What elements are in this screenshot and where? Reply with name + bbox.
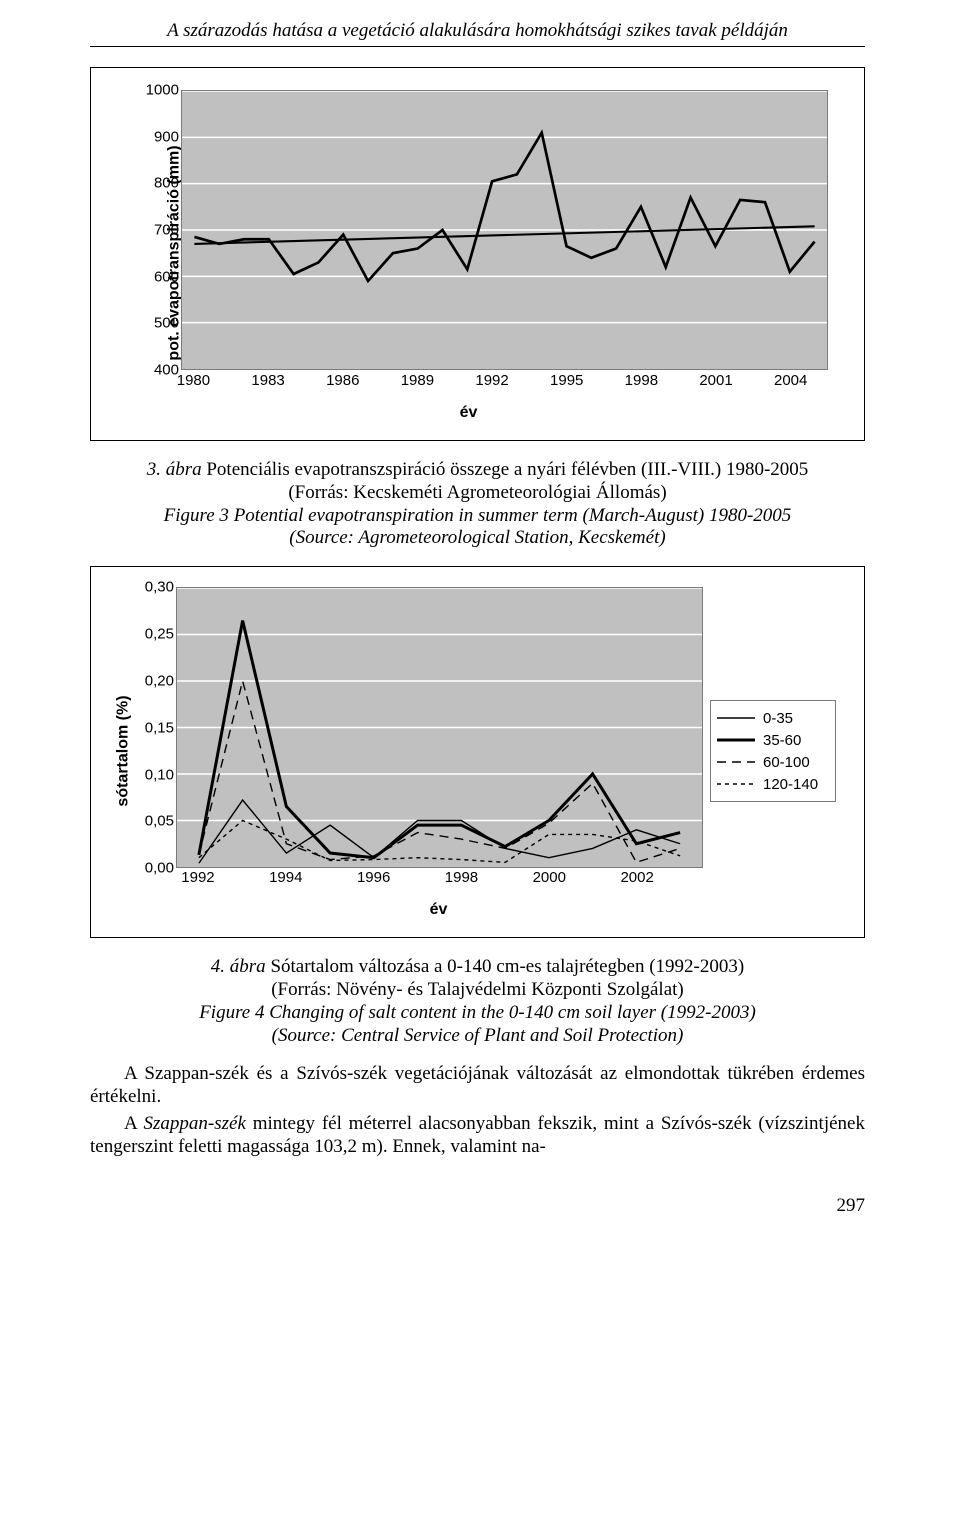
legend-row: 35-60 <box>717 729 829 751</box>
chart1-xtick: 2001 <box>699 372 732 389</box>
chart2-xtick: 1998 <box>445 869 478 886</box>
chart2-ytick: 0,20 <box>136 672 174 689</box>
body-paragraph-2: A Szappan-szék mintegy fél méterrel alac… <box>90 1113 865 1159</box>
chart1-ytick: 500 <box>141 315 179 332</box>
body-paragraph-1: A Szappan-szék és a Szívós-szék vegetáci… <box>90 1063 865 1109</box>
figure4-title-hu: Sótartalom változása a 0-140 cm-es talaj… <box>266 956 745 977</box>
legend-label: 0-35 <box>763 710 793 727</box>
figure3-title-hu: Potenciális evapotranszspiráció összege … <box>202 459 809 480</box>
chart1-ytick: 700 <box>141 222 179 239</box>
chart1-ytick: 1000 <box>141 82 179 99</box>
chart2-ytick: 0,00 <box>136 860 174 877</box>
figure3-source-en: (Source: Agrometeorological Station, Kec… <box>289 527 665 548</box>
chart1-ytick: 800 <box>141 175 179 192</box>
chart1-xtick: 1998 <box>625 372 658 389</box>
chart1-ytick: 900 <box>141 128 179 145</box>
chart2-yticks: 0,000,050,100,150,200,250,30 <box>136 587 174 868</box>
chart2-xtick: 1994 <box>269 869 302 886</box>
figure3-label: 3. ábra <box>147 459 202 480</box>
chart1-caption: 3. ábra Potenciális evapotranszspiráció … <box>90 459 865 550</box>
chart2-ytick: 0,30 <box>136 579 174 596</box>
chart1-ytick: 600 <box>141 268 179 285</box>
figure3-source-hu: (Forrás: Kecskeméti Agrometeorológiai Ál… <box>288 482 666 503</box>
chart1: pot. evapotranspiráció (mm) 400500600700… <box>101 78 836 428</box>
figure4-label-en: Figure 4 <box>199 1002 264 1023</box>
chart2-xlabel: év <box>430 901 448 919</box>
chart2-ylabel: sótartalom (%) <box>115 696 133 807</box>
chart1-xtick: 1995 <box>550 372 583 389</box>
chart2-ytick: 0,10 <box>136 766 174 783</box>
running-header: A szárazodás hatása a vegetáció alakulás… <box>90 20 865 42</box>
page-number: 297 <box>90 1195 865 1217</box>
chart1-xtick: 2004 <box>774 372 807 389</box>
chart1-xtick: 1989 <box>401 372 434 389</box>
chart1-ytick: 400 <box>141 362 179 379</box>
chart2-xtick: 1996 <box>357 869 390 886</box>
body-p2-a: A <box>124 1113 144 1134</box>
chart2-xticks: 1992 1994 1996 1998 2000 2002 <box>176 869 703 889</box>
chart1-xtick: 1980 <box>177 372 210 389</box>
chart2-ytick: 0,05 <box>136 813 174 830</box>
header-rule <box>90 46 865 47</box>
chart1-xtick: 1986 <box>326 372 359 389</box>
chart1-xlabel: év <box>460 404 478 422</box>
chart2-xtick: 1992 <box>181 869 214 886</box>
chart1-yticks: 4005006007008009001000 <box>141 90 179 370</box>
chart2-frame: sótartalom (%) 0,00 0,05 0,10 0,15 0,20 0,25 0… <box>90 566 865 938</box>
chart2-xtick: 2000 <box>533 869 566 886</box>
chart2-ytick: 0,15 <box>136 719 174 736</box>
figure4-label: 4. ábra <box>211 956 266 977</box>
chart2-legend: 0-35 35-60 60-100 120-140 <box>710 700 836 802</box>
legend-label: 60-100 <box>763 754 810 771</box>
legend-label: 120-140 <box>763 776 818 793</box>
legend-label: 35-60 <box>763 732 801 749</box>
chart1-xtick: 1992 <box>475 372 508 389</box>
body-p2-italic: Szappan-szék <box>144 1113 246 1134</box>
legend-row: 60-100 <box>717 751 829 773</box>
legend-row: 120-140 <box>717 773 829 795</box>
chart2-xtick: 2002 <box>620 869 653 886</box>
chart1-plot-area <box>181 90 828 370</box>
body-p1-text: A Szappan-szék és a Szívós-szék vegetáci… <box>90 1063 865 1107</box>
chart1-xticks: 198019831986198919921995199820012004 <box>181 372 828 392</box>
chart2-caption: 4. ábra Sótartalom változása a 0-140 cm-… <box>90 956 865 1047</box>
figure4-title-en: Changing of salt content in the 0-140 cm… <box>264 1002 755 1023</box>
chart2: sótartalom (%) 0,00 0,05 0,10 0,15 0,20 0,25 0… <box>101 577 836 925</box>
figure4-source-hu: (Forrás: Növény- és Talajvédelmi Központ… <box>271 979 684 1000</box>
chart2-ytick: 0,25 <box>136 626 174 643</box>
chart1-xtick: 1983 <box>251 372 284 389</box>
chart2-plot-area <box>176 587 703 868</box>
figure3-title-en: Potential evapotranspiration in summer t… <box>229 505 791 526</box>
legend-row: 0-35 <box>717 707 829 729</box>
figure3-label-en: Figure 3 <box>164 505 229 526</box>
figure4-source-en: (Source: Central Service of Plant and So… <box>272 1025 684 1046</box>
chart1-frame: pot. evapotranspiráció (mm) 400500600700… <box>90 67 865 441</box>
